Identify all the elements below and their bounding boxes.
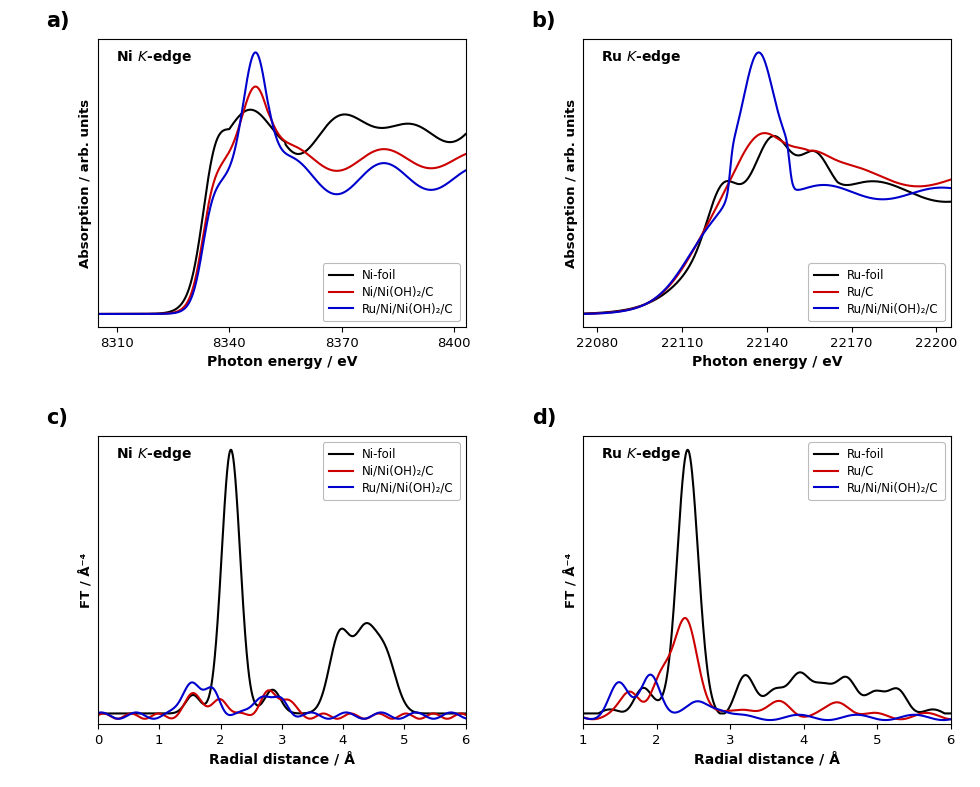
Legend: Ru-foil, Ru/C, Ru/Ni/Ni(OH)₂/C: Ru-foil, Ru/C, Ru/Ni/Ni(OH)₂/C xyxy=(808,263,945,321)
Text: Ru $K$-edge: Ru $K$-edge xyxy=(602,445,682,463)
X-axis label: Radial distance / Å: Radial distance / Å xyxy=(209,752,355,767)
Y-axis label: FT / Å⁻⁴: FT / Å⁻⁴ xyxy=(79,552,92,608)
Text: a): a) xyxy=(47,11,70,31)
Legend: Ni-foil, Ni/Ni(OH)₂/C, Ru/Ni/Ni(OH)₂/C: Ni-foil, Ni/Ni(OH)₂/C, Ru/Ni/Ni(OH)₂/C xyxy=(323,442,460,501)
Text: Ni $K$-edge: Ni $K$-edge xyxy=(117,48,192,66)
Text: d): d) xyxy=(531,408,556,427)
Y-axis label: Absorption / arb. units: Absorption / arb. units xyxy=(79,98,92,268)
Text: Ru $K$-edge: Ru $K$-edge xyxy=(602,48,682,66)
Legend: Ni-foil, Ni/Ni(OH)₂/C, Ru/Ni/Ni(OH)₂/C: Ni-foil, Ni/Ni(OH)₂/C, Ru/Ni/Ni(OH)₂/C xyxy=(323,263,460,321)
X-axis label: Photon energy / eV: Photon energy / eV xyxy=(692,355,842,369)
Y-axis label: FT / Å⁻⁴: FT / Å⁻⁴ xyxy=(564,552,577,608)
Y-axis label: Absorption / arb. units: Absorption / arb. units xyxy=(564,98,577,268)
Legend: Ru-foil, Ru/C, Ru/Ni/Ni(OH)₂/C: Ru-foil, Ru/C, Ru/Ni/Ni(OH)₂/C xyxy=(808,442,945,501)
Text: b): b) xyxy=(531,11,556,31)
X-axis label: Radial distance / Å: Radial distance / Å xyxy=(694,752,840,767)
X-axis label: Photon energy / eV: Photon energy / eV xyxy=(207,355,357,369)
Text: c): c) xyxy=(47,408,69,427)
Text: Ni $K$-edge: Ni $K$-edge xyxy=(117,445,192,463)
